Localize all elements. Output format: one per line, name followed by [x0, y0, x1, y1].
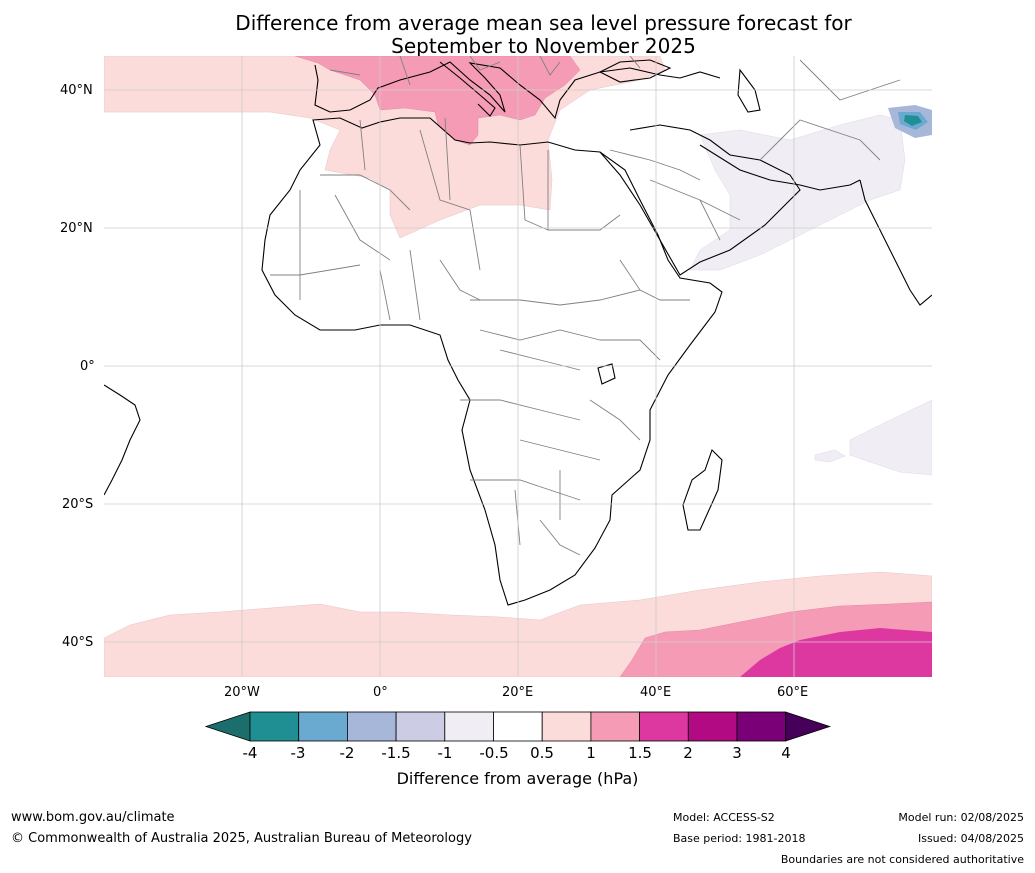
- colorbar-segment: [541, 711, 592, 742]
- colorbar-segment: [249, 711, 300, 742]
- colorbar-tick-label: -1.5: [381, 744, 411, 762]
- lon-label-20w: 20°W: [224, 685, 260, 700]
- colorbar-tick-label: -3: [290, 744, 306, 762]
- coastline-iran: [699, 144, 861, 191]
- colorbar-tick-label: 1.5: [628, 744, 652, 762]
- colorbar-tick-label: -0.5: [479, 744, 509, 762]
- colorbar-segment: [346, 711, 397, 742]
- coastline-south-america: [104, 384, 141, 496]
- footer-model-run: Model run: 02/08/2025: [898, 811, 1024, 824]
- coastline-italy: [439, 61, 496, 117]
- coastline-india: [859, 179, 932, 306]
- anomaly-lavender-islet: [814, 449, 846, 463]
- anomaly-pink-mediterranean: [294, 56, 581, 146]
- borders-central-africa: [460, 289, 641, 461]
- footer-base-period: Base period: 1981-2018: [673, 832, 806, 845]
- colorbar-segment: [444, 711, 494, 742]
- coastline-caspian: [737, 68, 761, 113]
- lat-label-40s: 40°S: [62, 635, 94, 650]
- colorbar-segment: [395, 711, 446, 742]
- lat-label-20s: 20°S: [62, 497, 94, 512]
- colorbar-tick-label: 3: [732, 744, 742, 762]
- borders-north-africa: [320, 117, 621, 271]
- lat-label-20n: 20°N: [60, 221, 93, 236]
- colorbar-title: Difference from average (hPa): [396, 769, 639, 788]
- colorbar-segment: [493, 711, 543, 742]
- lat-label-eq: 0°: [80, 359, 95, 374]
- colorbar-extend-max: [785, 711, 831, 742]
- map-title-line-1: Difference from average mean sea level p…: [235, 11, 852, 35]
- footer-disclaimer: Boundaries are not considered authoritat…: [780, 853, 1024, 866]
- colorbar-extend-min: [204, 711, 251, 742]
- lon-label-60e: 60°E: [777, 685, 809, 700]
- borders-west-africa: [270, 190, 481, 321]
- anomaly-dark-teal-himalaya: [904, 115, 922, 126]
- footer-website: www.bom.gov.au/climate: [11, 810, 175, 825]
- coastline-europe: [314, 61, 721, 120]
- footer-model: Model: ACCESS-S2: [673, 811, 775, 824]
- colorbar-tick-label: -4: [242, 744, 258, 762]
- coastline-black-sea: [598, 59, 672, 83]
- map-title-line-2: September to November 2025: [391, 34, 696, 58]
- coastline-lake-victoria: [597, 363, 616, 385]
- colorbar-segment: [639, 711, 689, 742]
- colorbar: [204, 711, 831, 742]
- footer-copyright: © Commonwealth of Australia 2025, Austra…: [11, 831, 472, 846]
- coastline-madagascar: [682, 448, 723, 531]
- colorbar-tick-label: 2: [683, 744, 693, 762]
- colorbar-segment: [590, 711, 641, 742]
- colorbar-tick-label: 4: [781, 744, 791, 762]
- borders-middle-east: [609, 59, 901, 241]
- borders-southern-africa: [470, 470, 581, 556]
- colorbar-tick-label: -2: [339, 744, 355, 762]
- lon-label-40e: 40°E: [640, 685, 672, 700]
- lon-label-0: 0°: [373, 685, 388, 700]
- lat-label-40n: 40°N: [60, 83, 93, 98]
- borders-europe: [329, 56, 641, 86]
- colorbar-tick-label: 0.5: [530, 744, 554, 762]
- colorbar-tick-label: 1: [586, 744, 596, 762]
- lon-label-20e: 20°E: [502, 685, 534, 700]
- footer-issued: Issued: 04/08/2025: [917, 832, 1024, 845]
- colorbar-segment: [298, 711, 348, 742]
- colorbar-segment: [687, 711, 738, 742]
- borders-east-africa: [589, 259, 690, 441]
- anomaly-magenta-south: [740, 628, 932, 677]
- colorbar-segment: [736, 711, 787, 742]
- anomaly-lavender-south-indian: [849, 399, 932, 476]
- colorbar-tick-label: -1: [437, 744, 453, 762]
